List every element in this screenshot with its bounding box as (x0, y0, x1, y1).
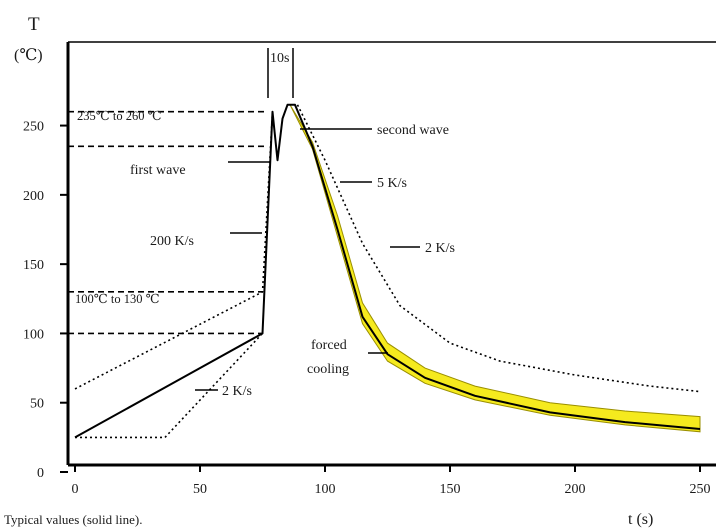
x-tick-label: 250 (690, 482, 711, 497)
peak-range-label: 235℃ to 260 ℃ (77, 109, 162, 123)
cooling-band-group (289, 104, 701, 433)
chart-caption: Typical values (solid line). (4, 512, 142, 527)
series-group (74, 103, 701, 439)
y-tick-label: 0 (37, 466, 44, 481)
x-tick-label: 50 (193, 482, 207, 497)
x-tick-label: 100 (315, 482, 336, 497)
y-tick-label: 100 (23, 327, 44, 342)
annotations: 10s 235℃ to 260 ℃ 100℃ to 130 ℃ first wa… (75, 51, 455, 399)
rate-5-label: 5 K/s (377, 176, 407, 191)
cooling-label: cooling (307, 362, 349, 377)
first-wave-label: first wave (130, 163, 186, 178)
reference-lines (68, 110, 268, 335)
y-tick-label: 50 (30, 397, 44, 412)
rate-2-right-label: 2 K/s (425, 241, 455, 256)
forced-cooling-band (289, 104, 701, 433)
y-axis-unit: (℃) (14, 47, 43, 64)
y-tick-label: 150 (23, 258, 44, 273)
second-wave-label: second wave (377, 123, 449, 138)
typical-profile-line (74, 103, 701, 439)
rate-2-bottom-label: 2 K/s (222, 384, 252, 399)
rate-200-label: 200 K/s (150, 234, 194, 249)
x-axis-label: t (s) (628, 511, 653, 528)
limit-profile-line (296, 104, 701, 393)
ten-seconds-label: 10s (270, 51, 289, 66)
forced-label: forced (311, 338, 347, 353)
y-axis-symbol: T (28, 14, 40, 35)
x-tick-label: 200 (565, 482, 586, 497)
y-tick-label: 200 (23, 189, 44, 204)
limit-profile-line (74, 111, 274, 390)
preheat-range-label: 100℃ to 130 ℃ (75, 292, 160, 306)
axis-ticks: 0 50 100 150 200 250 0 50 100 150 200 250 (23, 120, 711, 497)
x-tick-label: 150 (440, 482, 461, 497)
x-tick-label: 0 (72, 482, 79, 497)
limit-profile-line (75, 332, 264, 439)
annotation-leaders (195, 48, 420, 391)
y-tick-label: 250 (23, 120, 44, 135)
plot-frame (66, 41, 716, 467)
